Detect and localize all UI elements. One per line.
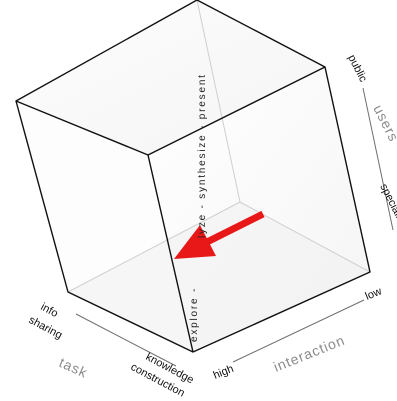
visible-edges (15, 0, 371, 353)
cube-back-face (16, 0, 325, 155)
task-low-label-line2: sharing (27, 314, 64, 342)
interaction-low-label: low (364, 285, 384, 302)
direction-arrow (174, 210, 265, 259)
cube-bottom-face (68, 202, 370, 352)
spine-label: explore - lyze - synthesize - present (189, 73, 208, 342)
task-axis-line (75, 313, 177, 367)
edge-front-vertical (147, 154, 194, 353)
interaction-axis-line (232, 299, 365, 363)
task-axis-title: task (57, 354, 91, 381)
edge-top-right (147, 66, 326, 156)
users-high-label: public (345, 53, 369, 85)
spine-label-lower: explore - (189, 287, 200, 342)
hidden-edge-left (67, 201, 241, 293)
arrow-head (174, 225, 216, 259)
users-low-label: specialists (377, 182, 397, 233)
task-low-label-line1: info (39, 301, 60, 320)
arrow-shaft (205, 210, 265, 246)
hidden-edge-vertical (196, 0, 241, 203)
interaction-high-label: high (212, 363, 236, 382)
users-axis-title: users (370, 102, 397, 144)
spine-label-upper: lyze - synthesize - present (197, 73, 208, 238)
users-axis-line (362, 87, 394, 231)
edge-top-left (15, 100, 149, 156)
axis-guides (75, 87, 394, 367)
